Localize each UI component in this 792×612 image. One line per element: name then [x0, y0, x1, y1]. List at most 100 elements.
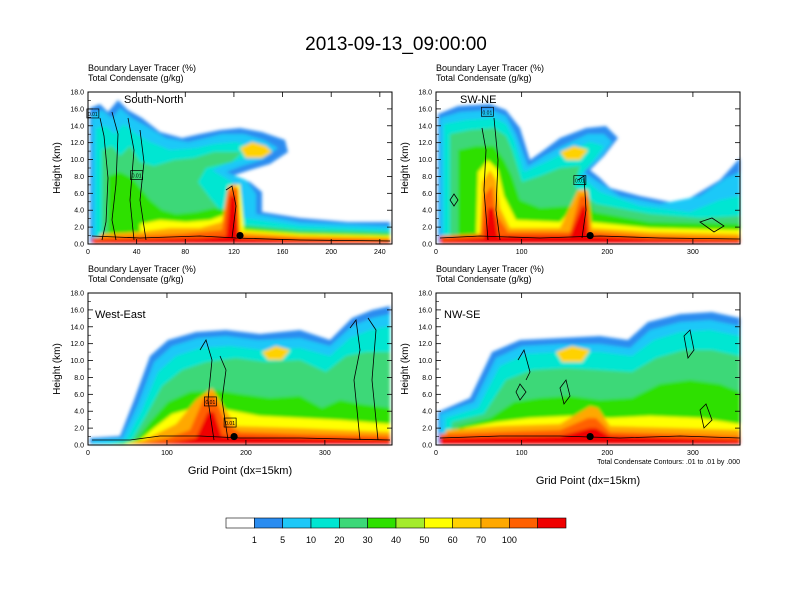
panel-2-marker: [586, 231, 594, 240]
panel-4-ytick-label: 2.0: [422, 426, 432, 433]
colorbar-label: 50: [419, 535, 429, 545]
colorbar-swatch: [537, 517, 567, 529]
contour-label-text: 0.01: [225, 421, 235, 427]
panel-4-xtick-label: 0: [434, 450, 438, 457]
panel-1-ytick-label: 18.0: [70, 90, 84, 97]
colorbar: 1 5 10 20 30 40 50 60 70 100: [225, 517, 567, 545]
colorbar-label: 30: [363, 535, 373, 545]
panel-3-ytick-label: 10.0: [70, 358, 84, 365]
colorbar-swatch: [480, 517, 510, 529]
panel-3-label-line1: Boundary Layer Tracer (%): [88, 264, 196, 274]
panel-1-ytick-label: 12.0: [70, 140, 84, 147]
panel-2-ytick-label: 6.0: [422, 191, 432, 198]
panel-1-xtick-label: 200: [325, 249, 337, 256]
panel-4-xtick-label: 100: [516, 450, 528, 457]
panel-3-ytick-label: 0.0: [74, 443, 84, 450]
panel-nw-se: Boundary Layer Tracer (%) Total Condensa…: [400, 264, 741, 487]
panel-west-east: Boundary Layer Tracer (%) Total Condensa…: [52, 264, 393, 477]
panel-4-ytick-label: 18.0: [418, 291, 432, 298]
panel-2-ytick-label: 12.0: [418, 140, 432, 147]
panel-2-ytick-label: 16.0: [418, 106, 432, 113]
panel-4-label-line1: Boundary Layer Tracer (%): [436, 264, 544, 274]
colorbar-swatches: [225, 517, 567, 529]
panel-3-ytick-label: 14.0: [70, 324, 84, 331]
panel-1-contours: [91, 111, 391, 242]
panel-3-ytick-label: 4.0: [74, 409, 84, 416]
panel-3-name: West-East: [95, 309, 146, 321]
panel-2-ytick-label: 18.0: [418, 90, 432, 97]
panel-1-label-line2: Total Condensate (g/kg): [88, 73, 184, 83]
panel-2-xtick-label: 200: [601, 249, 613, 256]
panel-3-xtick-label: 0: [86, 450, 90, 457]
panel-3-axes: 0.0 2.0 4.0 6.0 8.0 10.0 12.0 14.0 16.0 18.0 0 100 2…: [70, 291, 392, 457]
panel-2-label-line1: Boundary Layer Tracer (%): [436, 63, 544, 73]
panel-4-ytick-label: 0.0: [422, 443, 432, 450]
panel-3-xlabel: Grid Point (dx=15km): [188, 465, 292, 477]
contour-label-text: 0.01: [483, 110, 493, 116]
panel-1-ytick-label: 8.0: [74, 174, 84, 181]
panel-1-marker: [236, 231, 244, 240]
panel-1-xtick-label: 160: [277, 249, 289, 256]
panel-3-xtick-label: 200: [240, 450, 252, 457]
panel-1-ytick-label: 10.0: [70, 157, 84, 164]
colorbar-swatch: [452, 517, 482, 529]
panel-3-xtick-label: 100: [161, 450, 173, 457]
panel-1-ytick-label: 14.0: [70, 123, 84, 130]
colorbar-label: 40: [391, 535, 401, 545]
panel-3-contours: [92, 317, 391, 441]
panel-2-ytick-label: 8.0: [422, 174, 432, 181]
panel-2-contour-labels: 0.01 0.01: [481, 106, 587, 186]
colorbar-label: 100: [502, 535, 517, 545]
colorbar-swatch: [254, 517, 283, 529]
panel-4-ytick-label: 16.0: [418, 307, 432, 314]
colorbar-swatch: [282, 517, 312, 529]
panel-3-ytick-label: 16.0: [70, 307, 84, 314]
colorbar-swatch: [395, 517, 425, 529]
contour-label-box: [481, 106, 494, 117]
panel-3-marker: [230, 432, 238, 441]
panel-2-xtick-label: 100: [516, 249, 528, 256]
panel-4-xtick-label: 300: [687, 450, 699, 457]
panel-2-ytick-label: 14.0: [418, 123, 432, 130]
colorbar-labels: 1 5 10 20 30 40 50 60 70 100: [252, 535, 517, 545]
panel-sw-ne: Boundary Layer Tracer (%) Total Condensa…: [400, 63, 741, 256]
panel-4-marker: [586, 432, 594, 441]
panel-2-xtick-label: 300: [687, 249, 699, 256]
panel-1-name: South-North: [124, 94, 183, 106]
contour-label-box: [573, 175, 587, 186]
contour-label-box: [223, 417, 237, 428]
panel-2-name: SW-NE: [460, 94, 496, 106]
panel-1-ytick-label: 6.0: [74, 191, 84, 198]
panel-2-xtick-label: 0: [434, 249, 438, 256]
panel-2-field: [438, 104, 740, 243]
colorbar-swatch: [509, 517, 538, 529]
panel-2-ytick-label: 10.0: [418, 157, 432, 164]
panel-4-xtick-label: 200: [601, 450, 613, 457]
panel-1-label-line1: Boundary Layer Tracer (%): [88, 63, 196, 73]
panel-4-field: [438, 312, 740, 444]
panel-3-ylabel: Height (km): [52, 343, 63, 395]
panel-3-ytick-label: 8.0: [74, 375, 84, 382]
colorbar-swatch: [424, 517, 453, 529]
contour-label-text: 0.01: [575, 179, 585, 185]
panel-4-ytick-label: 10.0: [418, 358, 432, 365]
panel-2-ytick-label: 0.0: [422, 242, 432, 249]
colorbar-label: 10: [306, 535, 316, 545]
panel-4-ytick-label: 8.0: [422, 375, 432, 382]
panel-3-ytick-label: 18.0: [70, 291, 84, 298]
panel-1-xtick-label: 120: [228, 249, 240, 256]
panel-2-contours: [439, 117, 741, 241]
colorbar-swatch: [339, 517, 368, 529]
panel-1-xtick-label: 40: [133, 249, 141, 256]
panel-3-ytick-label: 2.0: [74, 426, 84, 433]
colorbar-label: 60: [448, 535, 458, 545]
panel-3-xtick-label: 300: [319, 450, 331, 457]
colorbar-swatch: [367, 517, 397, 529]
panel-2-ytick-label: 4.0: [422, 208, 432, 215]
panel-2-axes: 0.0 2.0 4.0 6.0 8.0 10.0 12.0 14.0 16.0 18.0 0 100 2…: [418, 90, 740, 256]
colorbar-swatch: [310, 517, 340, 529]
contour-label-text: 0.01: [88, 112, 98, 118]
panel-1-ylabel: Height (km): [52, 142, 63, 194]
panel-4-xlabel: Grid Point (dx=15km): [536, 475, 640, 487]
